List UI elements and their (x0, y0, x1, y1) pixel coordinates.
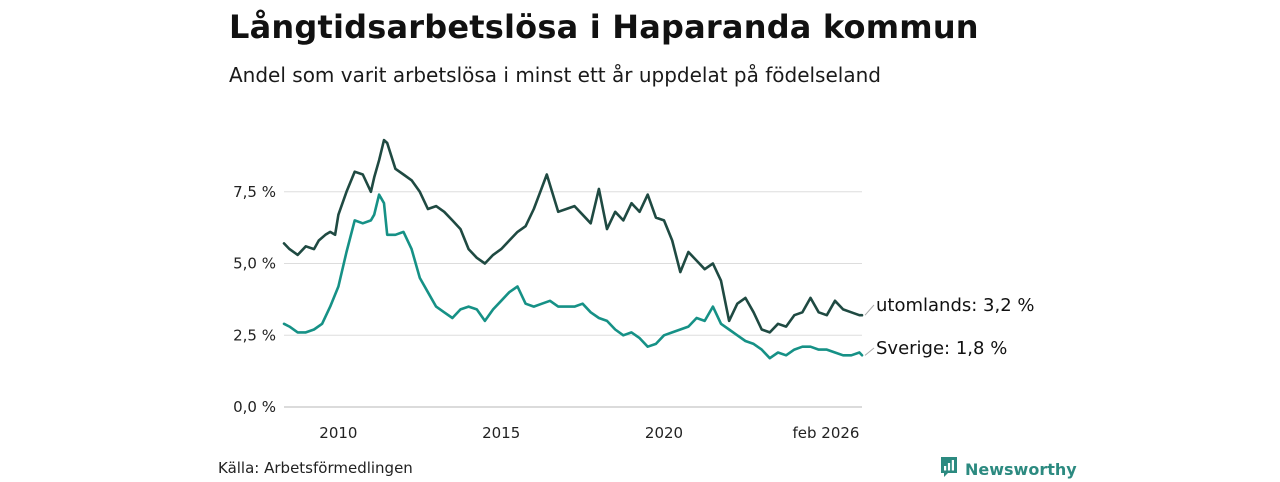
series-line-utomlands (282, 138, 864, 334)
label-leader (864, 347, 875, 356)
gridlines (284, 191, 862, 408)
x-tick-label: 2015 (482, 424, 520, 442)
end-label-sverige: Sverige: 1,8 % (876, 338, 1007, 359)
y-tick-label: 7,5 % (233, 183, 276, 201)
brand-name: Newsworthy (965, 459, 1077, 479)
series-line-sverige (282, 193, 864, 360)
y-tick-label: 0,0 % (233, 398, 276, 416)
y-tick-label: 2,5 % (233, 326, 276, 344)
end-label-utomlands: utomlands: 3,2 % (876, 295, 1035, 316)
chart-subtitle: Andel som varit arbetslösa i minst ett å… (229, 63, 881, 87)
chart-title: Långtidsarbetslösa i Haparanda kommun (229, 8, 979, 46)
brand-logo[interactable]: Newsworthy (939, 456, 1077, 482)
y-axis-ticks: 0,0 % 2,5 % 5,0 % 7,5 % (233, 183, 276, 416)
x-tick-label: feb 2026 (793, 424, 860, 442)
x-axis-ticks: 2010 2015 2020 feb 2026 (319, 424, 859, 442)
x-tick-label: 2020 (645, 424, 683, 442)
end-labels: utomlands: 3,2 % Sverige: 1,8 % (864, 295, 1035, 359)
y-tick-label: 5,0 % (233, 255, 276, 273)
newsworthy-logo-icon (939, 456, 959, 482)
x-tick-label: 2010 (319, 424, 357, 442)
series-lines (282, 138, 864, 360)
source-note: Källa: Arbetsförmedlingen (218, 459, 413, 477)
label-leader (864, 304, 875, 316)
